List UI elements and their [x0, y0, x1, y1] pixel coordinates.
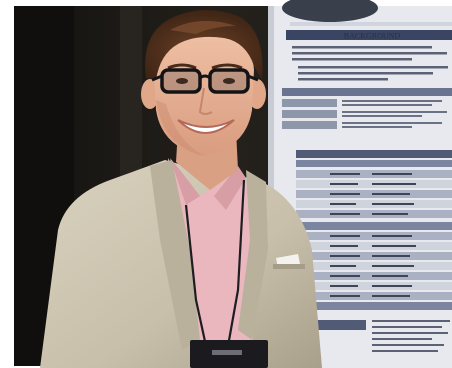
person	[40, 10, 322, 368]
left-ear	[141, 79, 159, 109]
hair	[145, 10, 263, 80]
poster-table-rows	[296, 170, 452, 310]
lanyard-right	[226, 179, 246, 347]
left-lapel	[150, 160, 200, 350]
lanyard-left	[184, 204, 208, 347]
smile	[177, 119, 235, 134]
right-lapel	[238, 170, 268, 340]
poster-heading: BACKGROUND	[344, 32, 401, 41]
